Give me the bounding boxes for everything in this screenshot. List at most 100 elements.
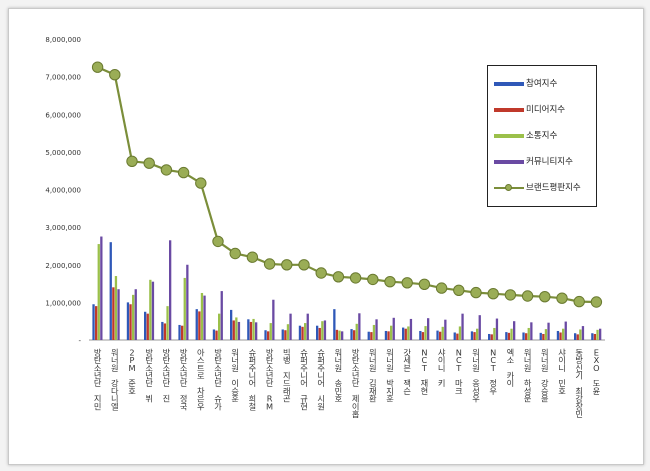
bar-2 (370, 332, 373, 340)
bar-3 (269, 323, 272, 340)
bar-4 (341, 331, 344, 340)
bar-1 (178, 324, 181, 340)
bar-2 (181, 325, 184, 340)
legend-marker (505, 184, 512, 191)
bar-1 (384, 330, 388, 340)
bar-1 (574, 333, 577, 340)
bar-4 (186, 264, 189, 340)
bar-4 (358, 313, 361, 340)
bar-4 (237, 321, 241, 340)
bar-3 (132, 294, 135, 340)
bar-3 (252, 318, 255, 340)
chart-svg: - 1,000,000 2,000,000 3,000,000 4,000,000 5,0… (45, 36, 605, 419)
bar-1 (316, 325, 319, 340)
bar-3 (338, 330, 341, 340)
bar-4 (169, 240, 172, 340)
legend-label: 미디어지수 (526, 105, 566, 115)
brand-reputation-point (349, 272, 362, 284)
brand-reputation-point (263, 258, 276, 270)
bar-1 (264, 330, 267, 340)
brand-reputation-point (384, 276, 396, 288)
bar-4 (100, 236, 103, 340)
bar-3 (510, 328, 513, 340)
brand-reputation-point (143, 157, 155, 169)
bar-2 (301, 326, 304, 340)
y-tick-label: 6,000,000 (45, 111, 81, 119)
brand-reputation-point (246, 251, 259, 263)
bar-1 (453, 332, 456, 340)
bar-4 (323, 320, 327, 340)
bar-2 (146, 313, 149, 340)
brand-reputation-point (453, 284, 465, 296)
brand-reputation-point (91, 61, 104, 73)
brand-reputation-point (504, 289, 517, 301)
bar-2 (249, 321, 253, 340)
bar-4 (272, 299, 275, 340)
bar-4 (547, 322, 550, 340)
brand-reputation-point (332, 271, 345, 283)
legend-label: 소통지수 (526, 131, 558, 141)
bar-2 (112, 287, 115, 340)
brand-reputation-point (126, 155, 138, 168)
bar-2 (507, 332, 511, 340)
bar-4 (306, 313, 309, 340)
brand-reputation-point (177, 166, 190, 179)
brand-reputation-point (212, 235, 224, 248)
bar-2 (559, 332, 562, 340)
bar-3 (441, 326, 444, 340)
legend-swatch (494, 134, 524, 138)
bar-4 (289, 313, 292, 340)
bar-4 (530, 322, 533, 340)
bar-4 (392, 317, 395, 340)
bar-2 (95, 306, 98, 340)
bar-4 (461, 313, 464, 340)
bar-1 (505, 332, 508, 340)
brand-reputation-point (109, 68, 121, 81)
brand-reputation-point (487, 288, 499, 300)
bar-2 (439, 331, 442, 340)
legend-swatch (494, 108, 524, 112)
bar-1 (195, 309, 198, 340)
bar-2 (232, 320, 235, 340)
bar-2 (353, 330, 356, 340)
bar-3 (596, 329, 599, 340)
y-tick-label: 4,000,000 (45, 187, 81, 195)
bar-4 (495, 318, 499, 340)
bar-4 (513, 321, 516, 340)
bar-3 (235, 317, 238, 340)
legend-item: 브랜드평판지수 (488, 180, 596, 196)
bar-1 (333, 309, 336, 340)
bar-3 (407, 326, 410, 340)
bar-3 (304, 323, 307, 340)
bar-1 (281, 329, 284, 340)
bar-4 (134, 289, 137, 340)
bar-2 (421, 332, 425, 340)
y-tick-label: 5,000,000 (45, 149, 81, 157)
bar-1 (350, 329, 353, 340)
bar-2 (542, 333, 545, 340)
bar-1 (470, 331, 474, 340)
bar-3 (183, 277, 186, 340)
bar-1 (402, 327, 405, 340)
legend: 참여지수 미디어지수 소통지수 커뮤니티지수 브랜드평판지수 (487, 65, 597, 207)
bar-2 (473, 332, 476, 340)
bar-2 (335, 329, 339, 340)
bar-3 (97, 244, 100, 340)
bar-4 (220, 291, 223, 340)
y-tick-label: 1,000,000 (45, 299, 81, 307)
